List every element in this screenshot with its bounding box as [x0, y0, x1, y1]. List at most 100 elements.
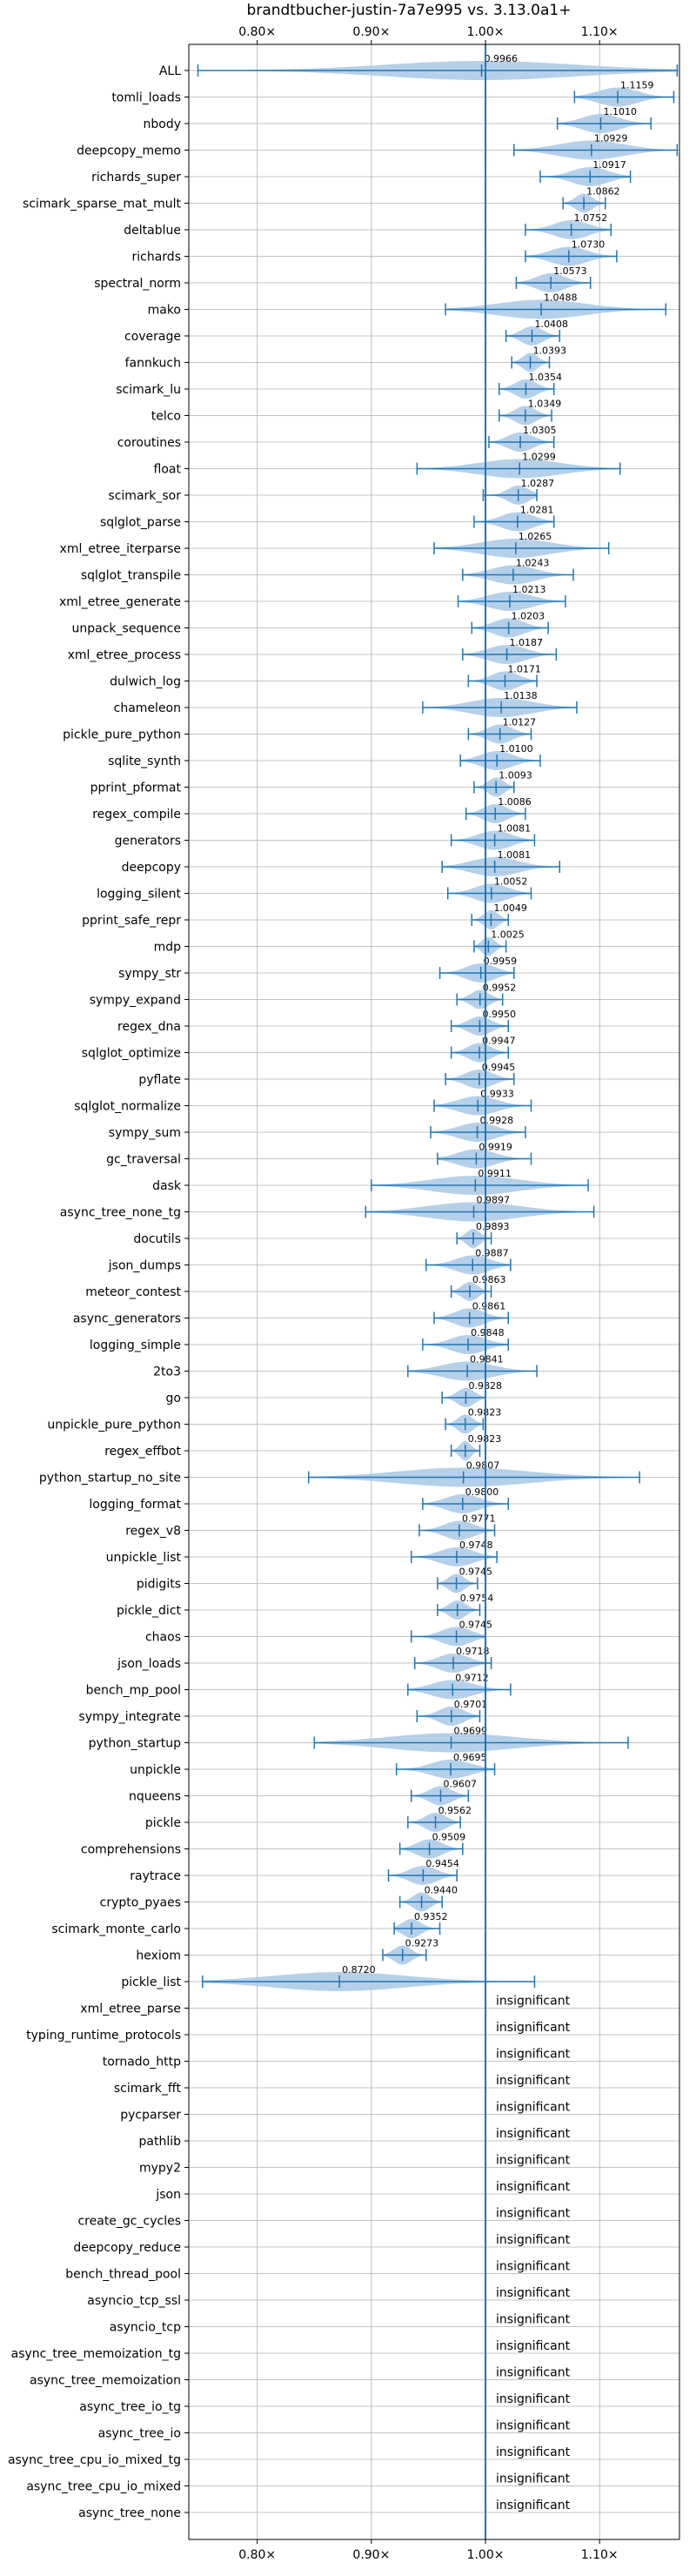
violin-2to3: 0.9841 [407, 1354, 538, 1381]
insignificant-label: insignificant [496, 2499, 571, 2512]
violin-async_tree_none_tg: 0.9897 [365, 1195, 595, 1222]
violin-value-label: 1.0573 [553, 265, 587, 277]
benchmark-label: dulwich_log [110, 675, 181, 689]
violin-deepcopy: 1.0081 [441, 849, 561, 876]
violin-pickle_pure_python: 1.0127 [467, 717, 536, 744]
violin-dulwich_log: 1.0171 [467, 664, 541, 691]
benchmark-label: telco [151, 410, 181, 424]
benchmark-label: richards_super [91, 171, 181, 184]
violin-value-label: 0.9959 [484, 956, 518, 967]
benchmark-label: spectral_norm [94, 277, 181, 291]
benchmark-label: async_tree_io [98, 2427, 181, 2441]
violin-pprint_safe_repr: 1.0049 [471, 902, 527, 929]
violin-xml_etree_process: 1.0187 [462, 637, 558, 664]
benchmark-label: tornado_http [103, 2056, 181, 2070]
violin-value-label: 1.0917 [592, 159, 626, 171]
benchmark-label: xml_etree_parse [80, 2002, 181, 2016]
insignificant-label: insignificant [496, 2021, 571, 2035]
violin-crypto_pyaes: 0.9440 [398, 1885, 458, 1912]
benchmark-label: mypy2 [139, 2162, 181, 2176]
benchmark-label: fannkuch [125, 357, 181, 371]
violin-sqlglot_normalize: 0.9933 [433, 1089, 532, 1116]
violin-tomli_loads: 1.1159 [573, 80, 675, 107]
violin-value-label: 0.9966 [485, 53, 519, 64]
violin-mako: 1.0488 [445, 292, 667, 319]
violin-value-label: 0.9945 [482, 1062, 516, 1073]
benchmark-label: nqueens [129, 1790, 181, 1804]
violin-hexiom: 0.9273 [382, 1938, 439, 1965]
violin-value-label: 0.9800 [465, 1486, 499, 1498]
benchmark-label: sqlite_synth [108, 755, 181, 768]
benchmark-label: json_dumps [108, 1259, 181, 1273]
violin-logging_simple: 0.9848 [422, 1327, 510, 1354]
violin-unpack_sequence: 1.0203 [471, 611, 549, 638]
violin-sqlglot_transpile: 1.0243 [462, 558, 574, 585]
violin-value-label: 0.9928 [480, 1115, 514, 1126]
benchmark-label: sympy_integrate [78, 1710, 181, 1724]
violin-value-label: 1.0281 [520, 505, 554, 516]
benchmark-label: regex_v8 [125, 1525, 181, 1539]
violin-chaos: 0.9745 [411, 1620, 493, 1647]
insignificant-label: insignificant [496, 2260, 571, 2274]
violin-sqlite_synth: 1.0100 [459, 743, 541, 770]
violin-value-label: 0.9893 [476, 1221, 510, 1232]
benchmark-label: raytrace [130, 1869, 181, 1883]
violin-value-label: 1.0287 [521, 478, 555, 489]
benchmark-label: regex_dna [117, 1020, 181, 1034]
violin-meteor_contest: 0.9863 [450, 1274, 506, 1301]
violin-value-label: 1.0393 [533, 345, 567, 357]
violin-value-label: 1.0752 [574, 212, 608, 224]
x-tick-label-top: 0.80× [238, 25, 276, 39]
violin-value-label: 0.9950 [482, 1009, 516, 1020]
violin-value-label: 0.9861 [472, 1301, 506, 1312]
violin-fannkuch: 1.0393 [511, 345, 567, 372]
violin-value-label: 0.9919 [478, 1142, 512, 1153]
violin-value-label: 0.9745 [459, 1620, 493, 1631]
x-tick-label-top: 1.00× [467, 25, 505, 39]
violin-value-label: 0.9933 [480, 1089, 514, 1100]
violin-value-label: 0.9273 [405, 1938, 439, 1949]
x-tick-label-bottom: 1.10× [581, 2548, 619, 2562]
violin-pyflate: 0.9945 [445, 1062, 515, 1089]
violin-raytrace: 0.9454 [387, 1858, 459, 1885]
violin-gc_traversal: 0.9919 [437, 1142, 532, 1169]
violin-value-label: 0.9771 [462, 1513, 496, 1525]
benchmark-label: regex_compile [92, 808, 181, 822]
benchmark-label: sympy_str [118, 967, 181, 981]
benchmark-label: chaos [145, 1631, 181, 1645]
violin-xml_etree_iterparse: 1.0265 [433, 531, 610, 558]
violin-value-label: 1.0243 [516, 558, 550, 569]
benchmark-label: mdp [154, 941, 182, 955]
benchmark-label: tomli_loads [111, 91, 181, 105]
insignificant-label: insignificant [496, 2286, 571, 2300]
benchmark-label: pickle [145, 1816, 181, 1830]
violin-scimark_sparse_mat_mult: 1.0862 [562, 186, 620, 213]
violin-logging_silent: 1.0052 [446, 876, 532, 903]
benchmark-label: async_tree_memoization [30, 2374, 181, 2388]
violin-pickle_list: 0.8720 [201, 1964, 536, 1991]
benchmark-label: scimark_sor [108, 489, 181, 503]
benchmark-label: async_tree_none [78, 2506, 181, 2520]
violin-value-label: 0.9607 [443, 1779, 477, 1790]
violin-value-label: 0.9712 [455, 1673, 489, 1684]
benchmark-label: mako [148, 304, 181, 318]
violin-regex_compile: 1.0086 [465, 796, 532, 823]
violin-pprint_pformat: 1.0093 [473, 770, 532, 797]
violin-logging_format: 0.9800 [422, 1486, 510, 1513]
benchmark-label: gc_traversal [106, 1153, 181, 1167]
violin-value-label: 0.9754 [460, 1593, 494, 1604]
violin-float: 1.0299 [416, 452, 621, 479]
violin-chameleon: 1.0138 [422, 690, 578, 717]
insignificant-label: insignificant [496, 2101, 571, 2115]
violin-regex_dna: 0.9950 [450, 1009, 516, 1036]
benchmark-label: create_gc_cycles [77, 2215, 181, 2229]
benchmark-label: scimark_monte_carlo [51, 1922, 181, 1936]
benchmark-label: pickle_pure_python [63, 728, 181, 742]
benchmark-label: docutils [133, 1232, 181, 1246]
benchmark-label: scimark_fft [114, 2082, 182, 2096]
x-tick-label-top: 1.10× [581, 25, 619, 39]
benchmark-label: async_tree_io_tg [79, 2400, 181, 2414]
violin-async_generators: 0.9861 [433, 1301, 510, 1328]
insignificant-label: insignificant [496, 2127, 571, 2141]
